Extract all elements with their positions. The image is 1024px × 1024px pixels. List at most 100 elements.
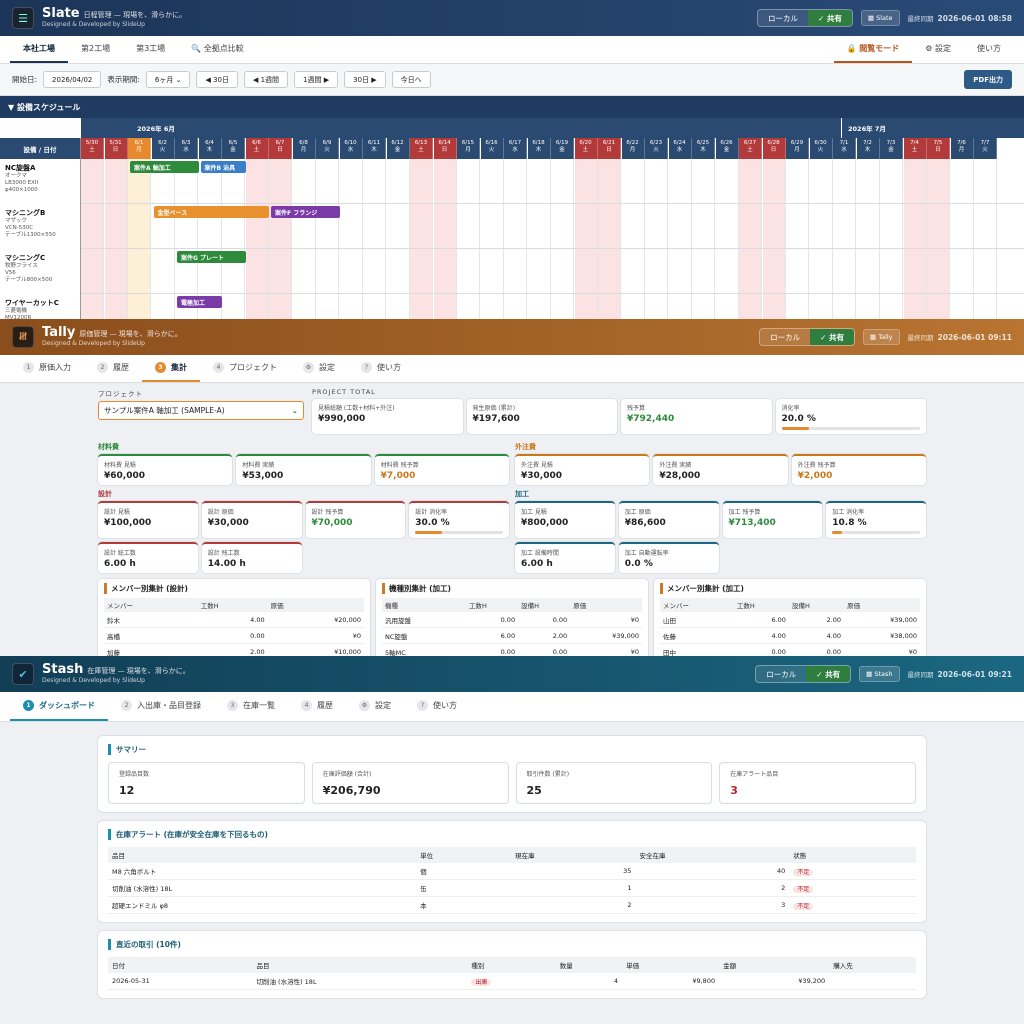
day-header[interactable]: 6/5 金 (222, 138, 245, 159)
day-header[interactable]: 6/3 水 (175, 138, 198, 159)
app-chip[interactable]: ▦ Stash (859, 666, 900, 682)
local-option[interactable]: ローカル (766, 669, 797, 679)
storage-toggle[interactable]: ローカル ✓ 共有 (756, 9, 853, 27)
day-header[interactable]: 6/29 月 (786, 138, 809, 159)
schedule-bar[interactable]: 案件G プレート (177, 251, 246, 263)
tab-help[interactable]: ? 使い方 (348, 355, 414, 382)
day-header[interactable]: 6/26 金 (715, 138, 739, 159)
day-header[interactable]: 7/6 月 (950, 138, 974, 159)
day-header[interactable]: 6/2 火 (151, 138, 175, 159)
day-header[interactable]: 6/22 月 (621, 138, 645, 159)
tally-app: 𝍸 Tally 原価管理 — 現場を、滑らかに。 Designed & Devel… (0, 319, 1024, 680)
schedule-title[interactable]: ▼ 設備スケジュール (0, 96, 1024, 118)
day-header[interactable]: 7/7 火 (974, 138, 997, 159)
day-header[interactable]: 6/20 土 (574, 138, 598, 159)
day-header[interactable]: 6/19 金 (551, 138, 574, 159)
day-column (786, 159, 809, 319)
today-button[interactable]: 今日へ (391, 71, 431, 88)
table-cell: 鈴木 (104, 612, 198, 628)
day-header[interactable]: 7/4 土 (903, 138, 927, 159)
table-row[interactable]: 高橋 0.00 ¥0 (104, 627, 364, 644)
forward-30-button[interactable]: 30日 ▶ (344, 71, 386, 88)
day-header[interactable]: 6/12 金 (386, 138, 410, 159)
back-week-button[interactable]: ◀ 1週間 (243, 71, 289, 88)
local-option[interactable]: ローカル (770, 332, 801, 342)
tab-factory-2[interactable]: 第2工場 (81, 44, 111, 53)
day-header[interactable]: 5/31 日 (104, 138, 128, 159)
start-date-input[interactable]: 2026/04/02 (43, 71, 102, 88)
tab-history[interactable]: 4 履歴 (288, 692, 346, 721)
day-header[interactable]: 6/14 日 (433, 138, 457, 159)
day-header[interactable]: 6/23 火 (645, 138, 668, 159)
day-header[interactable]: 7/5 日 (927, 138, 950, 159)
day-header[interactable]: 6/21 日 (598, 138, 621, 159)
period-select[interactable]: 6ヶ月 ⌄ (145, 71, 191, 88)
tab-compare-all[interactable]: 🔍 全拠点比較 (191, 44, 244, 53)
back-30-button[interactable]: ◀ 30日 (196, 71, 238, 88)
tab-settings[interactable]: ⚙ 設定 (290, 355, 348, 382)
day-header[interactable]: 6/6 土 (245, 138, 269, 159)
table-row[interactable]: 汎用旋盤 0.00 0.00 ¥0 (382, 612, 642, 628)
app-chip[interactable]: ▦ Slate (860, 10, 900, 26)
app-chip[interactable]: ▦ Tally (862, 329, 900, 345)
day-header[interactable]: 6/25 木 (692, 138, 715, 159)
help-button[interactable]: 使い方 (977, 44, 1001, 53)
tab-project[interactable]: 4 プロジェクト (200, 355, 290, 382)
day-header[interactable]: 5/30 土 (81, 138, 104, 159)
tab-history[interactable]: 2 履歴 (84, 355, 142, 382)
day-header[interactable]: 7/1 水 (833, 138, 856, 159)
schedule-bar[interactable]: 案件F フランジ (271, 206, 340, 218)
storage-toggle[interactable]: ローカル ✓ 共有 (755, 665, 852, 683)
day-header[interactable]: 6/10 水 (339, 138, 363, 159)
day-header[interactable]: 6/9 火 (316, 138, 339, 159)
day-header[interactable]: 6/28 日 (762, 138, 786, 159)
day-header[interactable]: 6/11 木 (363, 138, 386, 159)
day-header[interactable]: 7/3 金 (880, 138, 903, 159)
day-header[interactable]: 6/7 日 (269, 138, 292, 159)
storage-toggle[interactable]: ローカル ✓ 共有 (759, 328, 855, 346)
day-header[interactable]: 6/27 土 (739, 138, 762, 159)
table-row[interactable]: 2026-05-31 切削油 (水溶性) 18L 出庫 4 ¥9,800 ¥39,200 (108, 973, 916, 990)
day-header[interactable]: 6/1 月 (128, 138, 151, 159)
schedule-bar[interactable]: 案件B 治具 (200, 161, 246, 173)
table-row[interactable]: M8 六角ボルト 個 35 40 不足 (108, 863, 916, 880)
tab-settings[interactable]: ⚙ 設定 (346, 692, 404, 721)
tab-inventory[interactable]: 3 在庫一覧 (214, 692, 288, 721)
day-header[interactable]: 6/15 月 (457, 138, 480, 159)
day-header[interactable]: 7/2 木 (856, 138, 880, 159)
pdf-export-button[interactable]: PDF出力 (964, 70, 1012, 89)
view-mode-button[interactable]: 🔒 閲覧モード (833, 36, 913, 63)
shared-option[interactable]: ✓ 共有 (810, 329, 854, 345)
schedule-bar[interactable]: 案件A 軸加工 (130, 161, 199, 173)
tab-help[interactable]: ? 使い方 (404, 692, 470, 721)
project-select[interactable]: サンプル案件A 軸加工 (SAMPLE-A) ⌄ (98, 401, 304, 420)
table-row[interactable]: 山田 6.00 2.00 ¥39,000 (660, 612, 920, 628)
table-row[interactable]: 切削油 (水溶性) 18L 缶 1 2 不足 (108, 879, 916, 897)
day-header[interactable]: 6/4 木 (198, 138, 222, 159)
table-row[interactable]: 田中 0.00 0.00 ¥0 (660, 643, 920, 660)
schedule-bar[interactable]: 電極加工 (177, 296, 222, 308)
table-row[interactable]: NC旋盤 6.00 2.00 ¥39,000 (382, 627, 642, 644)
table-row[interactable]: 鈴木 4.00 ¥20,000 (104, 612, 364, 628)
day-header[interactable]: 6/30 火 (809, 138, 833, 159)
day-header[interactable]: 6/24 水 (668, 138, 692, 159)
shared-option[interactable]: ✓ 共有 (807, 10, 852, 26)
day-header[interactable]: 6/18 木 (527, 138, 551, 159)
day-header[interactable]: 6/13 土 (410, 138, 433, 159)
shared-option[interactable]: ✓ 共有 (806, 666, 851, 682)
forward-week-button[interactable]: 1週間 ▶ (294, 71, 339, 88)
local-option[interactable]: ローカル (767, 13, 798, 23)
tab-head-factory[interactable]: 本社工場 (10, 36, 68, 63)
table-row[interactable]: 超硬エンドミル φ8 本 2 3 不足 (108, 896, 916, 914)
day-header[interactable]: 6/8 月 (292, 138, 316, 159)
tab-cost-entry[interactable]: 1 原価入力 (10, 355, 84, 382)
tab-factory-3[interactable]: 第3工場 (136, 44, 166, 53)
day-header[interactable]: 6/17 水 (504, 138, 527, 159)
table-row[interactable]: 佐藤 4.00 4.00 ¥38,000 (660, 627, 920, 644)
tab-summary[interactable]: 3 集計 (142, 355, 200, 382)
settings-button[interactable]: ⚙ 設定 (925, 44, 951, 53)
schedule-bar[interactable]: 金型ベース (153, 206, 269, 218)
day-header[interactable]: 6/16 火 (480, 138, 504, 159)
tab-inout[interactable]: 2 入出庫・品目登録 (108, 692, 214, 721)
tab-dashboard[interactable]: 1 ダッシュボード (10, 692, 108, 721)
